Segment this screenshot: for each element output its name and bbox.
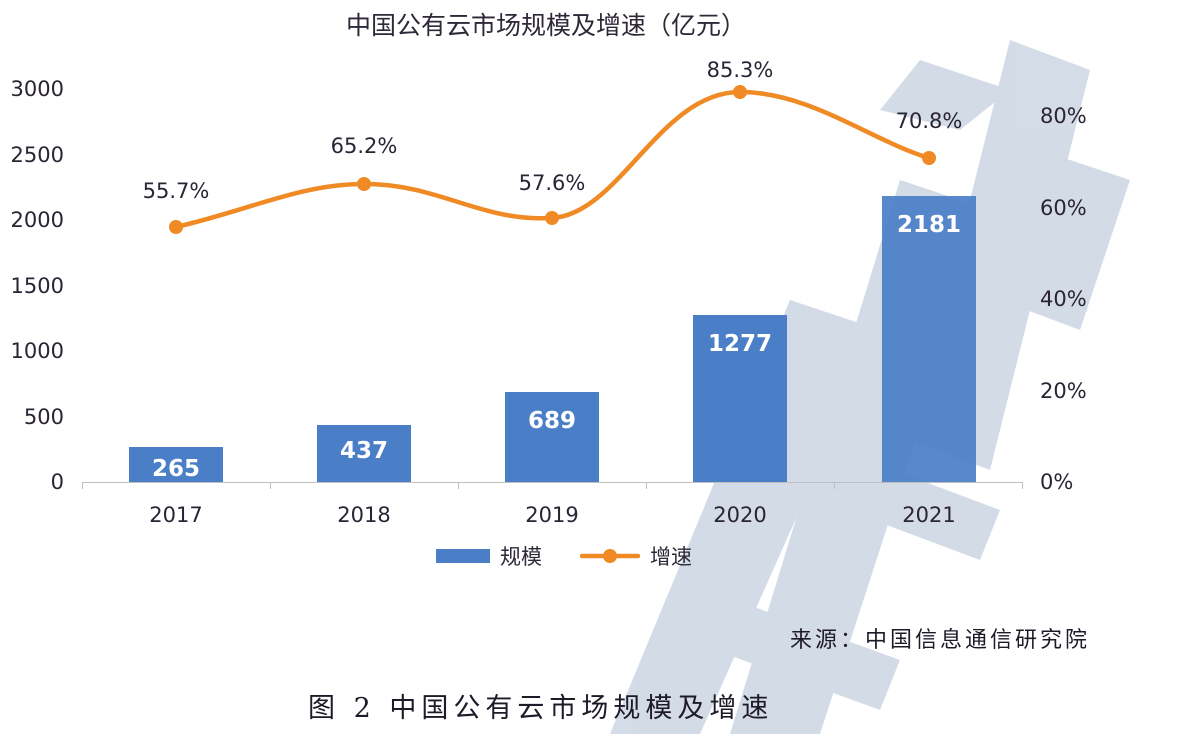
y-left-tick: 1000 — [10, 339, 64, 363]
bar-2019 — [505, 392, 599, 482]
bar-2021 — [882, 196, 976, 482]
bar-2017 — [129, 447, 223, 482]
figure-caption: 图 2 中国公有云市场规模及增速 — [308, 693, 774, 724]
y-right-tick: 80% — [1040, 104, 1087, 128]
growth-point-2018 — [357, 177, 371, 191]
growth-value-label: 65.2% — [330, 134, 398, 158]
x-tick-label: 2020 — [713, 503, 767, 527]
x-tick-label: 2017 — [149, 503, 203, 527]
x-tick — [270, 482, 271, 489]
bar-value-label: 437 — [339, 438, 388, 464]
bar-2020 — [693, 315, 787, 482]
bar-value-label: 265 — [151, 456, 200, 482]
growth-point-2021 — [922, 151, 936, 165]
y-left-tick: 0 — [50, 470, 64, 494]
growth-value-label: 55.7% — [142, 179, 210, 203]
line-marker-swatch-icon — [580, 549, 640, 563]
x-tick — [82, 482, 83, 489]
bar-value-label: 2181 — [896, 212, 961, 238]
y-left-tick: 3000 — [10, 77, 64, 101]
x-tick — [646, 482, 647, 489]
x-axis-line — [82, 482, 1022, 483]
y-right-tick: 0% — [1040, 470, 1074, 494]
y-left-tick: 2500 — [10, 143, 64, 167]
legend: 规模 增速 — [436, 541, 692, 571]
y-left-tick: 1500 — [10, 274, 64, 298]
x-tick — [1022, 482, 1023, 489]
y-left-tick: 2000 — [10, 208, 64, 232]
growth-value-label: 57.6% — [518, 171, 586, 195]
bar-swatch-icon — [436, 549, 490, 563]
legend-item-scale: 规模 — [436, 541, 542, 571]
legend-item-growth: 增速 — [580, 541, 692, 571]
growth-point-2019 — [545, 211, 559, 225]
y-right-tick: 40% — [1040, 287, 1087, 311]
growth-value-label: 70.8% — [895, 109, 963, 133]
y-right-tick: 60% — [1040, 196, 1087, 220]
bar-2018 — [317, 425, 411, 482]
growth-value-label: 85.3% — [706, 58, 774, 82]
legend-label: 增速 — [650, 545, 692, 569]
chart-title: 中国公有云市场规模及增速（亿元） — [345, 11, 746, 40]
bar-value-label: 689 — [527, 408, 576, 434]
x-tick — [834, 482, 835, 489]
x-tick-label: 2021 — [902, 503, 956, 527]
source-note: 来源：中国信息通信研究院 — [790, 628, 1091, 653]
legend-label: 规模 — [500, 545, 542, 569]
x-tick-label: 2019 — [525, 503, 579, 527]
growth-point-2020 — [733, 85, 747, 99]
bar-value-label: 1277 — [707, 331, 772, 357]
x-tick — [458, 482, 459, 489]
growth-point-2017 — [169, 220, 183, 234]
y-left-tick: 500 — [23, 405, 64, 429]
x-tick-label: 2018 — [337, 503, 391, 527]
y-right-tick: 20% — [1040, 379, 1087, 403]
